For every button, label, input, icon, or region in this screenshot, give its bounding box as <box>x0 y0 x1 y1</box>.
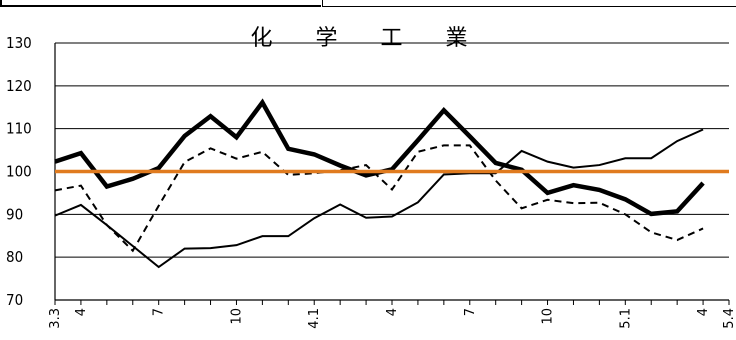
x-tick-label-0: 3.3 <box>48 308 63 329</box>
x-tick-label-10: 4.1 <box>307 308 322 329</box>
x-tick-label-26: 5.4 <box>722 308 736 329</box>
x-tick-label-25: 4 <box>696 308 711 316</box>
series-line-thin-solid <box>54 128 704 269</box>
y-tick-label-80: 80 <box>6 248 23 266</box>
x-tick-label-22: 5.1 <box>618 308 633 329</box>
series-line-dashed <box>54 144 704 253</box>
top-right-note-frame <box>322 0 736 7</box>
x-tick-label-4: 7 <box>152 308 167 316</box>
series-line-thick-solid <box>54 98 705 217</box>
x-tick-label-19: 10 <box>541 308 556 325</box>
y-tick-label-90: 90 <box>6 205 23 223</box>
y-tick-label-110: 110 <box>6 120 32 138</box>
chart-title: 化 学 工 業 <box>250 26 486 51</box>
y-tick-label-120: 120 <box>6 77 32 95</box>
x-tick-label-1: 4 <box>74 308 89 316</box>
y-tick-label-130: 130 <box>6 34 32 52</box>
top-left-frame <box>0 0 321 7</box>
y-tick-label-70: 70 <box>6 291 23 309</box>
x-tick-label-7: 10 <box>229 308 244 325</box>
x-tick-label-16: 7 <box>463 308 478 316</box>
y-tick-label-100: 100 <box>6 163 32 181</box>
x-tick-label-13: 4 <box>385 308 400 316</box>
